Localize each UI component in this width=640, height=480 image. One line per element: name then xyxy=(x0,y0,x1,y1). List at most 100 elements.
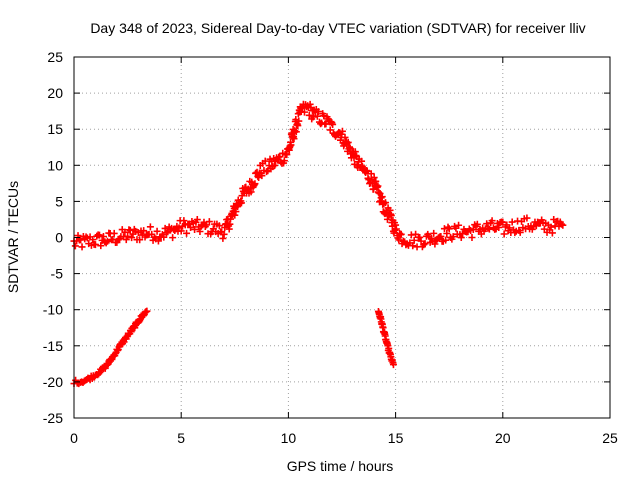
data-point xyxy=(547,223,555,231)
data-point xyxy=(193,216,201,224)
data-point xyxy=(392,221,400,229)
data-point xyxy=(306,100,314,108)
data-point xyxy=(367,170,375,178)
data-point xyxy=(124,232,132,240)
data-point xyxy=(500,230,508,238)
data-point xyxy=(283,151,291,159)
data-point xyxy=(506,224,513,232)
data-point xyxy=(468,233,476,241)
data-point xyxy=(442,236,450,244)
data-point xyxy=(392,225,400,233)
data-point xyxy=(231,211,239,219)
data-point xyxy=(410,236,418,244)
data-point xyxy=(180,217,188,225)
data-point xyxy=(499,218,507,226)
data-point xyxy=(495,223,503,231)
data-point xyxy=(378,193,386,201)
data-point xyxy=(91,241,99,249)
data-point xyxy=(183,229,191,237)
data-point xyxy=(146,223,154,231)
data-point xyxy=(140,227,148,235)
data-point xyxy=(294,122,302,130)
data-point xyxy=(191,225,199,233)
x-tick-label: 10 xyxy=(281,430,297,446)
data-point xyxy=(455,221,463,229)
data-point xyxy=(128,234,136,242)
data-point xyxy=(215,222,223,230)
x-axis-label: GPS time / hours xyxy=(287,458,394,474)
data-point xyxy=(99,233,107,241)
data-point xyxy=(320,112,328,120)
y-tick-label: 0 xyxy=(55,230,63,246)
data-point xyxy=(287,141,295,149)
data-point xyxy=(363,167,371,175)
data-point xyxy=(382,199,390,207)
data-point xyxy=(110,229,118,237)
data-point xyxy=(71,242,79,250)
data-point xyxy=(169,234,177,242)
data-point xyxy=(160,233,168,241)
data-point xyxy=(177,227,185,235)
data-point xyxy=(431,240,439,248)
data-point xyxy=(78,243,86,251)
data-point xyxy=(220,230,228,238)
data-point xyxy=(313,112,321,120)
data-point xyxy=(300,108,308,116)
y-tick-label: -15 xyxy=(43,338,63,354)
data-point xyxy=(326,126,334,134)
data-point xyxy=(258,172,266,180)
data-point xyxy=(358,157,366,165)
data-point xyxy=(251,180,259,188)
data-point xyxy=(122,236,130,244)
y-axis-label: SDTVAR / TECUs xyxy=(5,181,21,293)
data-point xyxy=(558,220,566,228)
data-point xyxy=(437,232,445,240)
y-tick-label: 20 xyxy=(47,85,63,101)
data-point xyxy=(344,138,352,146)
data-point xyxy=(261,157,269,165)
data-markers xyxy=(70,100,567,388)
data-point xyxy=(457,234,465,242)
data-point xyxy=(329,120,337,128)
x-tick-label: 20 xyxy=(495,430,511,446)
data-point xyxy=(430,229,438,237)
axis-ticks: 0 5 10 15 20 25 25 20 15 10 5 0 -5 -10 -15 -20 -25 xyxy=(43,49,618,446)
data-point xyxy=(219,234,227,242)
data-point xyxy=(409,242,417,250)
data-point xyxy=(121,228,129,236)
data-point xyxy=(289,134,297,142)
x-tick-label: 0 xyxy=(70,430,78,446)
y-tick-label: -20 xyxy=(43,374,63,390)
data-point xyxy=(388,222,396,230)
data-point xyxy=(523,214,531,222)
data-point xyxy=(421,240,429,248)
data-point xyxy=(318,119,326,127)
x-tick-label: 5 xyxy=(177,430,185,446)
data-point xyxy=(314,108,322,116)
data-point xyxy=(95,231,103,239)
y-tick-label: -25 xyxy=(43,410,63,426)
data-point xyxy=(153,227,161,235)
data-point xyxy=(559,221,567,229)
data-point xyxy=(445,225,453,233)
y-tick-label: -10 xyxy=(43,302,63,318)
data-point xyxy=(247,188,255,196)
data-point xyxy=(516,228,524,236)
data-point xyxy=(488,217,496,225)
x-tick-label: 25 xyxy=(602,430,618,446)
data-point xyxy=(196,228,204,236)
x-tick-label: 15 xyxy=(388,430,404,446)
data-point xyxy=(374,182,382,190)
data-point xyxy=(417,237,425,245)
data-point xyxy=(383,215,391,223)
data-point xyxy=(136,236,144,244)
data-point xyxy=(104,237,111,245)
data-point xyxy=(548,229,556,237)
data-point xyxy=(508,218,516,226)
y-tick-label: 15 xyxy=(47,121,63,137)
data-point xyxy=(205,218,213,226)
data-point xyxy=(95,370,103,378)
data-point xyxy=(291,127,299,135)
data-point xyxy=(290,135,298,143)
